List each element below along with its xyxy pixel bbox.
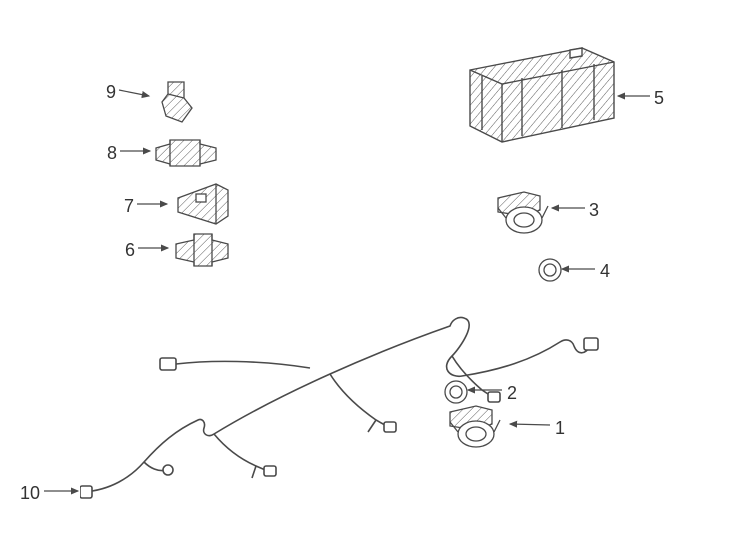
callout-number: 9 xyxy=(106,82,116,103)
part-ring xyxy=(536,256,564,284)
callout-arrows xyxy=(0,0,734,540)
callout-5: 5 xyxy=(654,88,664,109)
callout-number: 2 xyxy=(507,383,517,404)
callout-number: 5 xyxy=(654,88,664,109)
callout-number: 8 xyxy=(107,143,117,164)
callout-2: 2 xyxy=(507,383,517,404)
part-harness xyxy=(80,300,600,510)
callout-6: 6 xyxy=(125,240,135,261)
callout-number: 6 xyxy=(125,240,135,261)
part-connector xyxy=(172,180,232,228)
part-connector xyxy=(172,232,232,268)
callout-number: 3 xyxy=(589,200,599,221)
callout-9: 9 xyxy=(106,82,116,103)
callout-number: 1 xyxy=(555,418,565,439)
callout-10: 10 xyxy=(20,483,40,504)
part-sensor xyxy=(440,398,510,453)
part-connector xyxy=(152,78,196,126)
part-connector xyxy=(152,138,220,168)
part-ring xyxy=(442,378,470,406)
callout-7: 7 xyxy=(124,196,134,217)
callout-number: 4 xyxy=(600,261,610,282)
part-sensor xyxy=(488,184,558,239)
callout-3: 3 xyxy=(589,200,599,221)
callout-1: 1 xyxy=(555,418,565,439)
part-module xyxy=(462,40,622,150)
callout-4: 4 xyxy=(600,261,610,282)
callout-number: 10 xyxy=(20,483,40,504)
callout-number: 7 xyxy=(124,196,134,217)
callout-8: 8 xyxy=(107,143,117,164)
